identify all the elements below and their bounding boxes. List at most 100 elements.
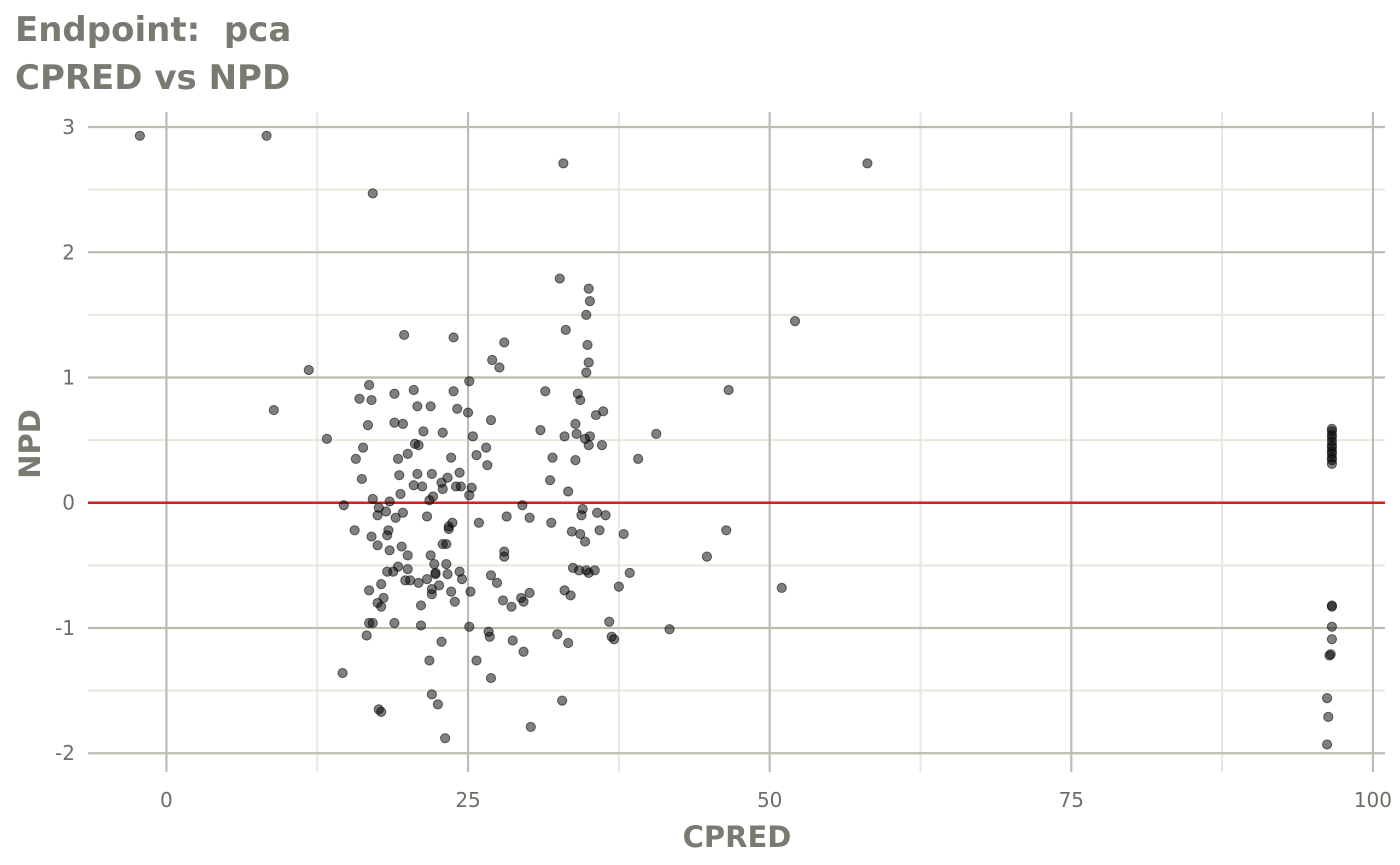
data-point bbox=[361, 630, 372, 641]
data-point bbox=[382, 530, 393, 541]
data-point bbox=[776, 582, 787, 594]
data-point bbox=[367, 617, 378, 629]
data-point bbox=[558, 158, 569, 169]
data-point bbox=[372, 540, 383, 551]
data-point bbox=[388, 566, 399, 577]
data-point bbox=[389, 417, 400, 428]
data-point bbox=[571, 428, 582, 439]
data-point bbox=[566, 526, 577, 537]
data-point bbox=[376, 706, 387, 717]
data-point bbox=[392, 453, 404, 465]
data-point bbox=[364, 379, 375, 391]
data-point bbox=[559, 431, 570, 442]
data-point bbox=[464, 490, 475, 501]
data-point bbox=[1326, 621, 1338, 632]
data-point bbox=[581, 309, 592, 320]
data-point bbox=[425, 401, 436, 412]
y-tick-label: -2 bbox=[55, 741, 75, 765]
data-point bbox=[582, 339, 593, 351]
data-point bbox=[408, 384, 419, 396]
y-tick-label: 1 bbox=[62, 366, 75, 390]
data-point bbox=[376, 601, 387, 612]
data-point bbox=[583, 357, 594, 368]
data-point bbox=[448, 332, 459, 343]
data-point bbox=[592, 507, 603, 518]
data-point bbox=[557, 695, 568, 706]
data-point bbox=[565, 590, 576, 601]
data-point bbox=[471, 450, 482, 461]
data-point bbox=[268, 404, 279, 416]
data-point bbox=[518, 646, 529, 657]
data-point bbox=[721, 525, 732, 536]
data-point bbox=[563, 637, 574, 649]
data-point bbox=[1321, 693, 1333, 704]
data-point bbox=[506, 601, 517, 612]
data-point bbox=[465, 586, 476, 597]
data-point bbox=[604, 616, 615, 627]
data-point bbox=[723, 384, 734, 396]
data-point bbox=[437, 538, 448, 550]
y-tick-label: 2 bbox=[62, 240, 75, 264]
data-point bbox=[462, 407, 474, 418]
data-point bbox=[337, 667, 348, 679]
x-axis-title: CPRED bbox=[683, 820, 792, 854]
chart-subtitle: CPRED vs NPD bbox=[15, 58, 291, 98]
data-point bbox=[576, 510, 587, 521]
data-point bbox=[535, 425, 546, 436]
data-point bbox=[389, 617, 400, 629]
data-point bbox=[1323, 711, 1334, 722]
data-point bbox=[467, 431, 478, 442]
data-point bbox=[303, 364, 314, 376]
data-point bbox=[563, 486, 574, 497]
data-point bbox=[1326, 601, 1338, 612]
data-point bbox=[499, 551, 510, 562]
data-point bbox=[402, 550, 413, 561]
data-point bbox=[446, 452, 457, 463]
data-point bbox=[134, 130, 145, 141]
data-point bbox=[1326, 634, 1338, 645]
chart-title: Endpoint: pca bbox=[15, 10, 292, 50]
data-point bbox=[544, 475, 556, 486]
data-point bbox=[1326, 458, 1338, 470]
data-point bbox=[364, 585, 375, 596]
data-point bbox=[579, 536, 591, 547]
data-point bbox=[437, 427, 448, 438]
data-point bbox=[429, 559, 440, 570]
data-point bbox=[497, 595, 509, 606]
data-point bbox=[485, 570, 497, 581]
data-point bbox=[412, 468, 423, 480]
data-point bbox=[464, 376, 475, 387]
data-point bbox=[437, 483, 448, 495]
data-point bbox=[321, 433, 332, 444]
data-point bbox=[415, 600, 427, 611]
data-point bbox=[366, 394, 377, 406]
data-point bbox=[481, 442, 492, 453]
data-point bbox=[413, 440, 424, 451]
x-tick-label: 100 bbox=[1354, 788, 1392, 812]
data-point bbox=[426, 468, 437, 480]
data-point bbox=[456, 574, 468, 585]
data-point bbox=[366, 531, 377, 542]
data-point bbox=[701, 551, 713, 562]
data-point bbox=[356, 473, 367, 485]
data-point bbox=[449, 596, 460, 607]
data-point bbox=[432, 699, 443, 710]
data-point bbox=[389, 388, 400, 399]
data-point bbox=[1321, 739, 1333, 750]
data-point bbox=[454, 467, 465, 478]
data-point bbox=[354, 393, 365, 404]
data-point bbox=[464, 621, 475, 632]
data-point bbox=[424, 495, 435, 506]
data-point bbox=[390, 512, 401, 523]
data-point bbox=[589, 565, 600, 576]
data-point bbox=[484, 631, 495, 642]
x-tick-label: 25 bbox=[455, 788, 480, 812]
data-point bbox=[525, 721, 536, 733]
data-point bbox=[399, 329, 410, 341]
data-point bbox=[396, 541, 407, 552]
data-point bbox=[594, 525, 605, 536]
data-point bbox=[448, 386, 459, 397]
data-point bbox=[426, 689, 437, 700]
data-point bbox=[395, 488, 406, 500]
data-point bbox=[613, 581, 624, 592]
